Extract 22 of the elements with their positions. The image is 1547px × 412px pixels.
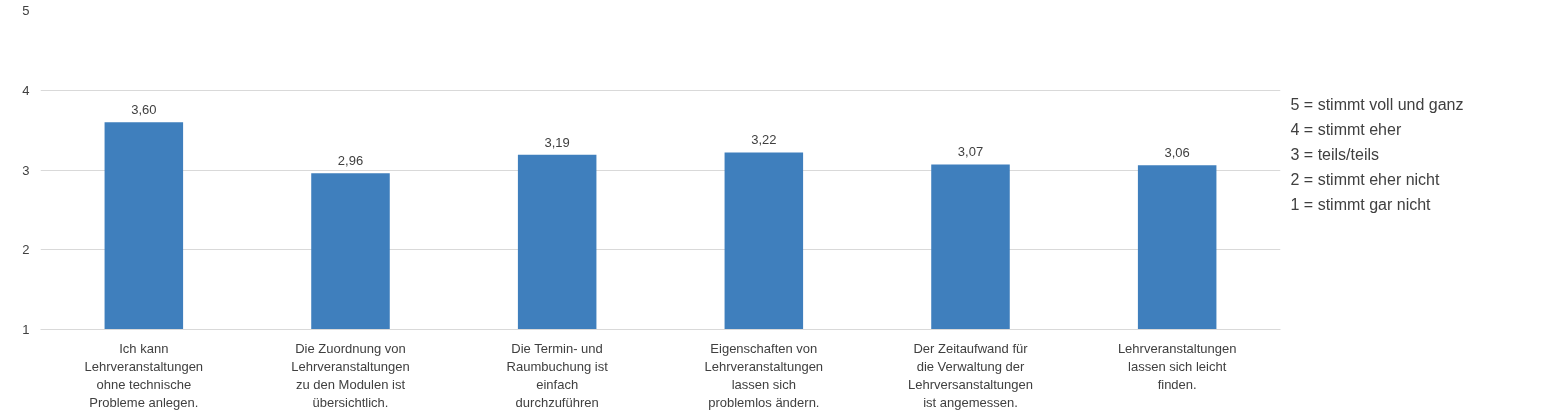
x-tick-label: Der Zeitaufwand für die Verwaltung der Lehrversanstaltungen ist angemessen.	[907, 340, 1034, 410]
text: 2 = stimmt eher nicht	[1290, 170, 1440, 188]
x-tick-label: Ich kann Lehrveranstaltungen ohne technische Probleme anlegen.	[84, 340, 204, 410]
data-label: 3,60	[131, 102, 157, 118]
x-tick-label: Die Termin- und Raumbuchung ist einfach durchzuführen	[506, 340, 609, 410]
text: 5 = stimmt voll und ganz	[1290, 96, 1464, 114]
y-tick-label: 1	[22, 322, 30, 337]
data-label: 2,96	[337, 153, 364, 169]
data-label: 3,22	[751, 132, 777, 148]
y-tick-label: 4	[22, 82, 30, 98]
x-tick-label: Eigenschaften von Lehrveranstaltungen lassen sich problemlos ändern.	[704, 340, 824, 410]
y-tick-label: 3	[22, 162, 30, 178]
x-tick-label: Lehrveranstaltungen lassen sich leicht finden.	[1117, 340, 1237, 392]
data-label: 3,06	[1164, 145, 1190, 161]
y-tick-label: 5	[22, 3, 30, 18]
text: 3 = teils/teils	[1290, 146, 1379, 164]
text: 1 = stimmt gar nicht	[1290, 195, 1432, 213]
data-label: 3,19	[544, 134, 570, 150]
data-label: 3,07	[957, 144, 984, 160]
y-tick-label: 2	[22, 242, 30, 258]
text: 4 = stimmt eher	[1290, 121, 1402, 139]
x-tick-label: Die Zuordnung von Lehrveranstaltungen zu den Modulen ist übersichtlich.	[291, 340, 410, 410]
